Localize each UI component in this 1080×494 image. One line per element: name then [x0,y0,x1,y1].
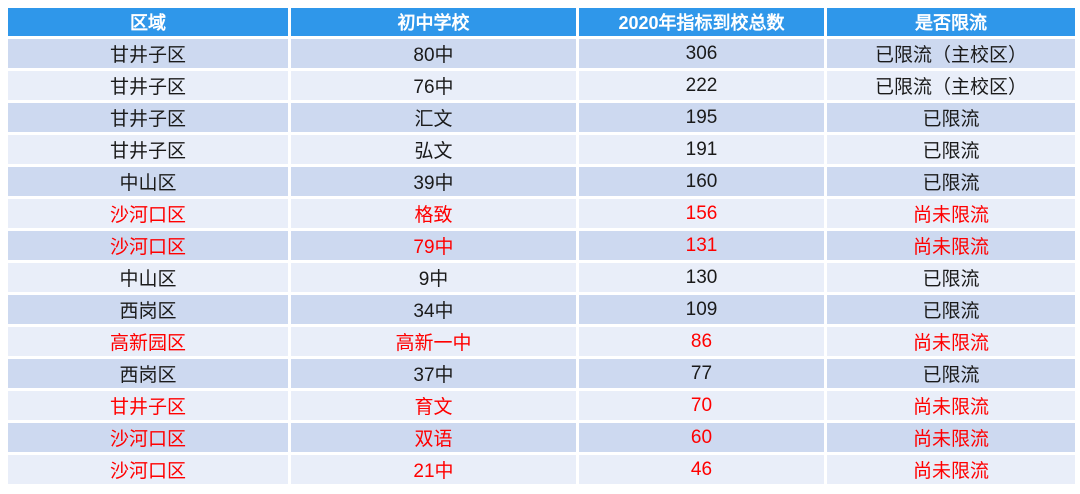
table-cell: 79中 [288,228,579,263]
table-cell: 39中 [288,164,579,199]
table-cell: 尚未限流 [824,196,1078,231]
table-cell: 尚未限流 [824,228,1078,263]
table-cell: 尚未限流 [824,388,1078,423]
table-cell: 已限流 [824,260,1078,295]
table-cell: 已限流（主校区） [824,68,1078,103]
table-cell: 131 [576,228,827,263]
table-cell: 306 [576,36,827,71]
table-cell: 191 [576,132,827,167]
table-cell: 156 [576,196,827,231]
table-cell: 已限流 [824,164,1078,199]
table-row: 中山区 39中 160 已限流 [5,164,1078,199]
table-cell: 已限流 [824,292,1078,327]
table-cell: 70 [576,388,827,423]
table-cell: 222 [576,68,827,103]
table-cell: 9中 [288,260,579,295]
table-cell: 沙河口区 [5,228,291,263]
table-cell: 109 [576,292,827,327]
table-row: 甘井子区 80中 306 已限流（主校区） [5,36,1078,71]
table-cell: 沙河口区 [5,420,291,455]
column-header-3: 2020年指标到校总数 [576,5,827,39]
table-cell: 弘文 [288,132,579,167]
table-cell: 格致 [288,196,579,231]
table-cell: 已限流（主校区） [824,36,1078,71]
table-row: 中山区 9中 130 已限流 [5,260,1078,295]
table-row: 甘井子区 弘文 191 已限流 [5,132,1078,167]
table-cell: 195 [576,100,827,135]
table-cell: 尚未限流 [824,420,1078,455]
table-cell: 甘井子区 [5,132,291,167]
table-cell: 34中 [288,292,579,327]
table-cell: 甘井子区 [5,68,291,103]
table-row: 甘井子区 汇文 195 已限流 [5,100,1078,135]
table-row: 高新园区 高新一中 86 尚未限流 [5,324,1078,359]
table-row: 沙河口区 21中 46 尚未限流 [5,452,1078,487]
table-cell: 80中 [288,36,579,71]
school-quota-table: 区域 初中学校 2020年指标到校总数 是否限流 甘井子区 80中 306 已限流（主校区）… [5,5,1078,487]
table-cell: 21中 [288,452,579,487]
table-row: 西岗区 34中 109 已限流 [5,292,1078,327]
table-body: 甘井子区 80中 306 已限流（主校区） 甘井子区 76中 222 已限流（主校区） 甘井子区… [5,36,1078,487]
table-cell: 育文 [288,388,579,423]
table-row: 沙河口区 双语 60 尚未限流 [5,420,1078,455]
table-header: 区域 初中学校 2020年指标到校总数 是否限流 [5,5,1078,39]
table-cell: 46 [576,452,827,487]
table-row: 甘井子区 76中 222 已限流（主校区） [5,68,1078,103]
table-cell: 60 [576,420,827,455]
column-header-2: 初中学校 [288,5,579,39]
table-cell: 86 [576,324,827,359]
table-cell: 汇文 [288,100,579,135]
table-cell: 77 [576,356,827,391]
table-cell: 中山区 [5,164,291,199]
table-row: 沙河口区 79中 131 尚未限流 [5,228,1078,263]
table-cell: 已限流 [824,100,1078,135]
column-header-1: 区域 [5,5,291,39]
table-cell: 已限流 [824,356,1078,391]
table-row: 西岗区 37中 77 已限流 [5,356,1078,391]
table-row: 沙河口区 格致 156 尚未限流 [5,196,1078,231]
table-cell: 尚未限流 [824,324,1078,359]
table-cell: 130 [576,260,827,295]
column-header-4: 是否限流 [824,5,1078,39]
table-cell: 双语 [288,420,579,455]
table-cell: 160 [576,164,827,199]
table-row: 甘井子区 育文 70 尚未限流 [5,388,1078,423]
table-cell: 高新园区 [5,324,291,359]
table-cell: 76中 [288,68,579,103]
table-cell: 沙河口区 [5,452,291,487]
table-cell: 高新一中 [288,324,579,359]
table-cell: 甘井子区 [5,388,291,423]
table-cell: 西岗区 [5,356,291,391]
table-cell: 沙河口区 [5,196,291,231]
table-cell: 已限流 [824,132,1078,167]
table-cell: 37中 [288,356,579,391]
table-cell: 甘井子区 [5,100,291,135]
table-cell: 尚未限流 [824,452,1078,487]
header-row: 区域 初中学校 2020年指标到校总数 是否限流 [5,5,1078,39]
table-cell: 西岗区 [5,292,291,327]
table-cell: 甘井子区 [5,36,291,71]
table-cell: 中山区 [5,260,291,295]
